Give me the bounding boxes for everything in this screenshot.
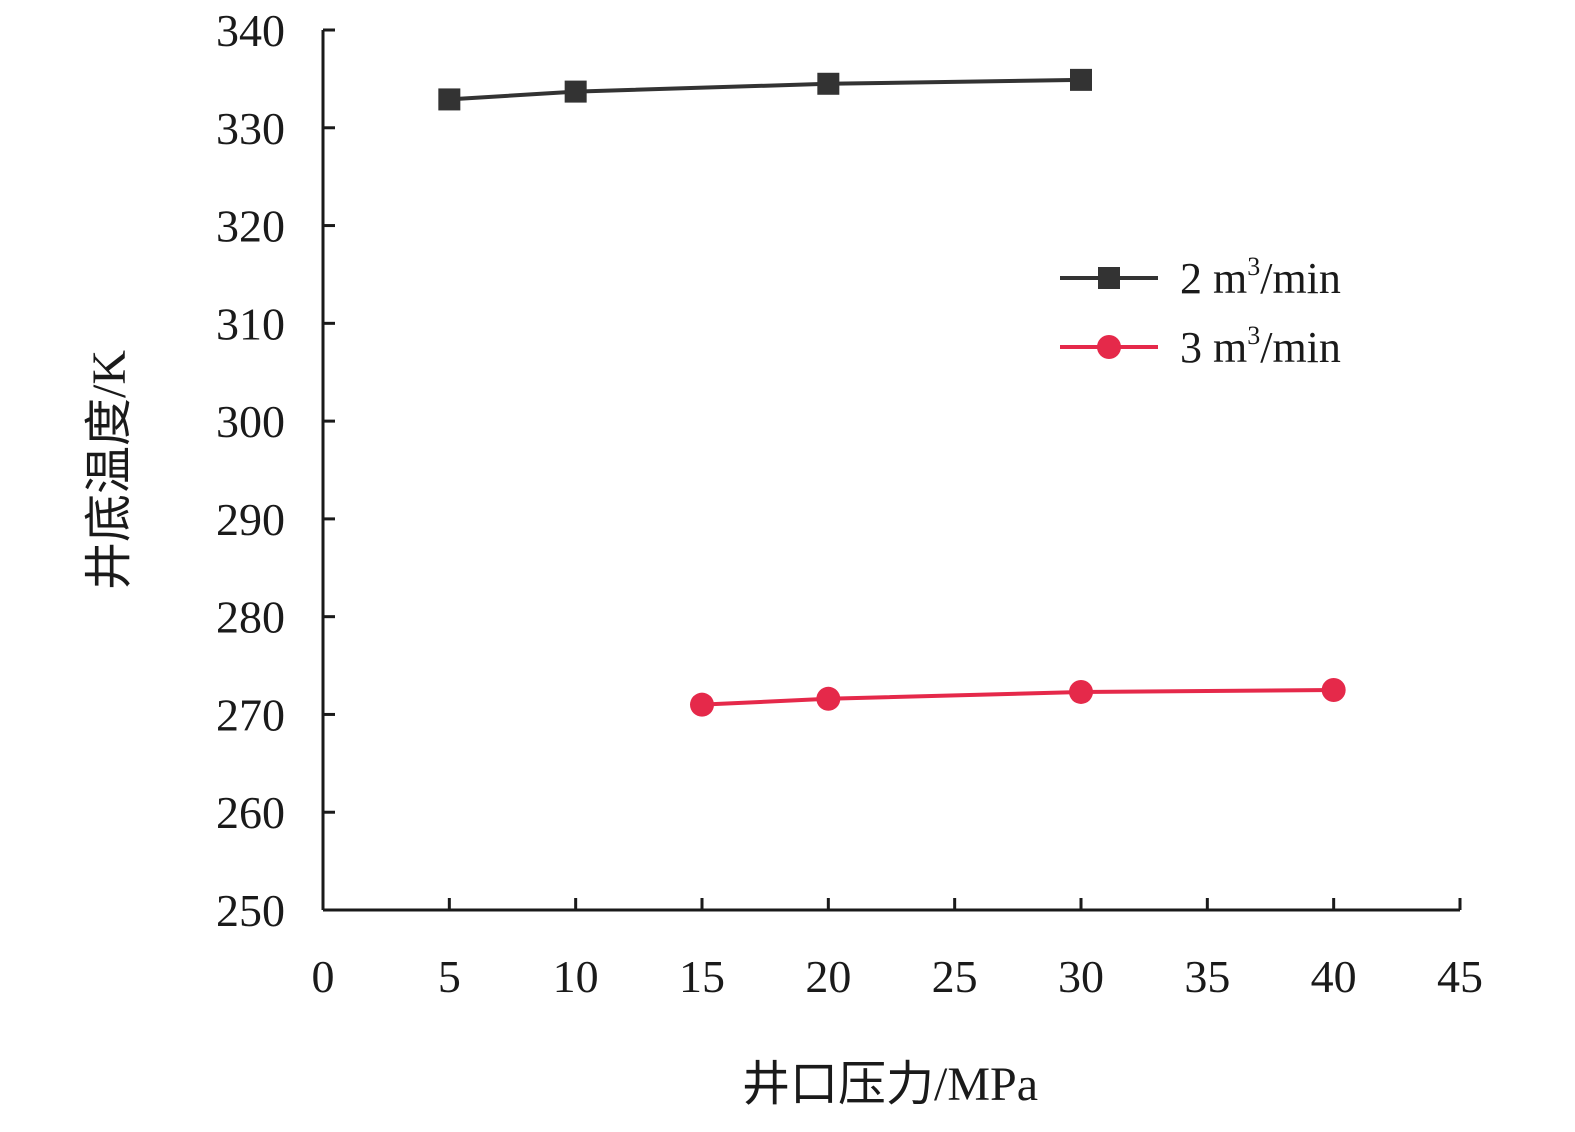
legend-entry-2: 3 m3/min [1060,321,1341,372]
legend-label: 3 m3/min [1180,321,1341,372]
legend: 2 m3/min 3 m3/min [1060,252,1341,372]
axes [321,30,1460,912]
series [438,68,1346,717]
y-axis-title: 井底温度/K [83,350,136,590]
x-tick-label: 40 [1311,951,1357,1002]
legend-entry-1: 2 m3/min [1060,252,1341,303]
x-axis-title: 井口压力/MPa [742,1058,1038,1111]
y-tick-label: 340 [216,5,285,56]
data-point [438,88,461,111]
series-2 [690,678,1346,717]
y-tick-label: 310 [216,298,285,349]
y-tick-label: 260 [216,787,285,838]
data-point [1069,679,1093,704]
data-point [1321,678,1346,702]
x-tick-label: 0 [312,951,335,1002]
series-1 [438,68,1092,111]
y-tick-label: 330 [216,103,285,154]
legend-marker [1097,335,1121,359]
data-point [1070,68,1092,91]
y-tick-label: 320 [216,201,285,252]
ticks: 0 5 10 15 20 25 30 35 40 45 250 260 270 280 290 300 310 3… [216,5,1483,1002]
y-tick-label: 300 [216,396,285,447]
y-tick-label: 290 [216,494,285,545]
x-tick-label: 20 [805,951,851,1002]
series-line [449,77,1082,102]
x-tick-label: 30 [1058,951,1104,1002]
legend-marker [1098,267,1120,289]
y-tick-label: 280 [216,592,285,643]
series-line [701,688,1334,707]
data-point [817,72,840,95]
x-tick-label: 10 [553,951,599,1002]
x-tick-label: 25 [932,951,978,1002]
legend-label: 2 m3/min [1180,252,1341,303]
x-tick-label: 45 [1437,951,1483,1002]
data-point [690,692,714,717]
data-point [816,686,841,711]
y-tick-label: 270 [216,689,285,740]
data-point [564,80,587,103]
x-tick-label: 35 [1184,951,1230,1002]
x-tick-label: 15 [679,951,725,1002]
x-tick-label: 5 [438,951,461,1002]
y-tick-label: 250 [216,885,285,936]
